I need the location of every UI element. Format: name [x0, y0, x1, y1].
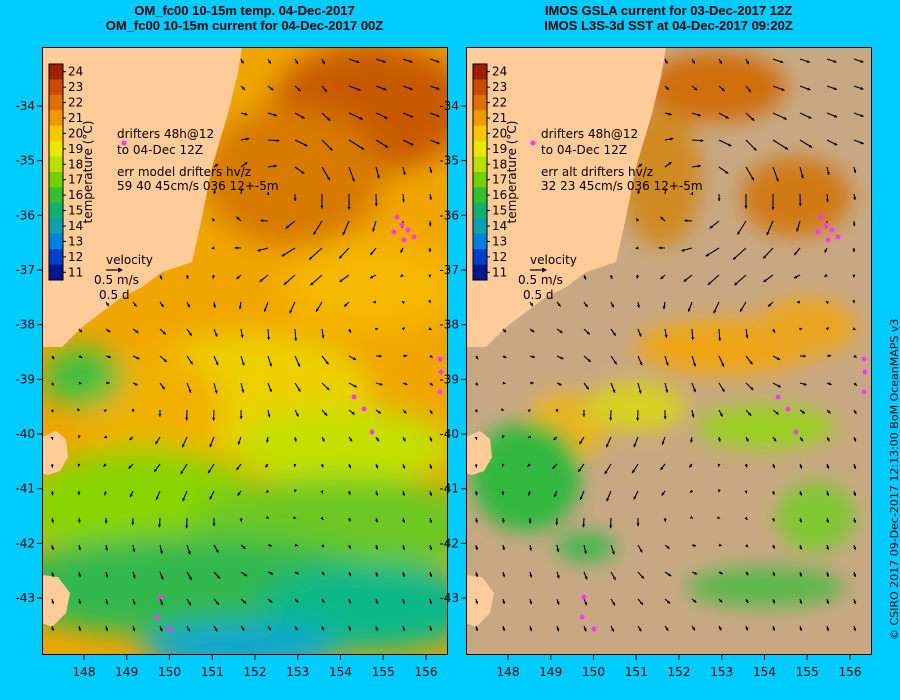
lon-tick-label: 153 [286, 665, 309, 679]
current-vectors [50, 58, 440, 632]
lon-tick-label: 149 [539, 665, 562, 679]
lat-tick-label: -37 [15, 263, 35, 277]
lon-tick-label: 153 [710, 665, 733, 679]
current-vectors [474, 58, 864, 632]
lon-tick-label: 154 [753, 665, 776, 679]
right-title-line1: IMOS GSLA current for 03-Dec-2017 12Z [544, 3, 793, 18]
lon-tick-label: 150 [582, 665, 605, 679]
lon-tick-label: 151 [625, 665, 648, 679]
model-temperature-map [42, 47, 448, 655]
lat-tick-label: -35 [15, 154, 35, 168]
lat-tick-label: -36 [15, 208, 35, 222]
satellite-sst-map [466, 47, 872, 655]
lon-tick-label: 155 [372, 665, 395, 679]
lat-tick-label: -43 [15, 591, 35, 605]
island [42, 431, 68, 475]
lat-tick-label: -38 [15, 318, 35, 332]
lon-tick-label: 151 [201, 665, 224, 679]
lon-tick-label: 148 [73, 665, 96, 679]
lat-tick-label: -41 [15, 482, 35, 496]
lon-tick-label: 149 [115, 665, 138, 679]
lat-tick-label: -42 [15, 536, 35, 550]
lon-tick-label: 152 [244, 665, 267, 679]
island [466, 575, 494, 627]
lon-tick-label: 156 [839, 665, 862, 679]
island [466, 431, 492, 475]
ocean-field [466, 47, 872, 655]
lat-tick-label: -34 [15, 99, 35, 113]
drifter-tracks [530, 140, 868, 632]
lon-tick-label: 152 [668, 665, 691, 679]
island [42, 575, 70, 627]
lon-tick-label: 156 [415, 665, 438, 679]
lon-tick-label: 154 [329, 665, 352, 679]
copyright-credit: © CSIRO 2017 09-Dec-2017 12:13:00 BoM Oc… [888, 318, 900, 640]
drifter-tracks [121, 140, 444, 632]
lon-tick-label: 148 [497, 665, 520, 679]
lat-tick-label: -40 [15, 427, 35, 441]
right-panel-title: IMOS GSLA current for 03-Dec-2017 12Z IM… [466, 3, 871, 33]
lat-tick-label: -39 [15, 372, 35, 386]
left-title-line1: OM_fc00 10-15m temp. 04-Dec-2017 [134, 3, 355, 18]
lon-tick-label: 150 [158, 665, 181, 679]
left-panel-title: OM_fc00 10-15m temp. 04-Dec-2017 OM_fc00… [42, 3, 447, 33]
lon-tick-label: 155 [796, 665, 819, 679]
ocean-field [42, 47, 448, 655]
right-title-line2: IMOS L3S-3d SST at 04-Dec-2017 09:20Z [544, 18, 793, 33]
left-title-line2: OM_fc00 10-15m current for 04-Dec-2017 0… [105, 18, 384, 33]
